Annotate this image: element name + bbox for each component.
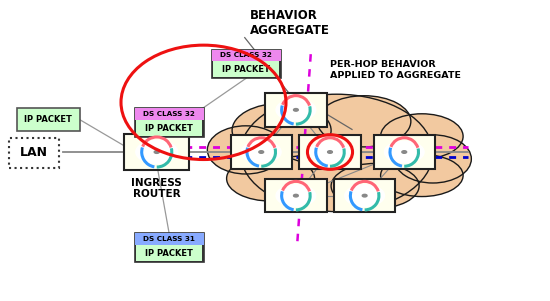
Bar	[373, 135, 435, 169]
Circle shape	[345, 185, 384, 206]
Ellipse shape	[317, 96, 411, 147]
Ellipse shape	[207, 126, 284, 174]
Text: DS CLASS 32: DS CLASS 32	[143, 111, 195, 117]
Bar	[9, 138, 59, 168]
Circle shape	[136, 141, 178, 163]
Bar	[213, 61, 279, 77]
Ellipse shape	[232, 103, 331, 157]
Bar	[212, 50, 280, 78]
Text: LAN: LAN	[20, 146, 48, 160]
Ellipse shape	[331, 163, 419, 209]
Circle shape	[276, 99, 316, 121]
Text: IP PACKET: IP PACKET	[222, 65, 270, 74]
Circle shape	[384, 141, 424, 163]
Text: DS CLASS 32: DS CLASS 32	[220, 52, 272, 58]
Bar	[135, 233, 204, 245]
Bar	[135, 108, 204, 120]
Ellipse shape	[381, 114, 463, 159]
Text: IP PACKET: IP PACKET	[145, 249, 193, 258]
Text: IP PACKET: IP PACKET	[145, 124, 193, 133]
Ellipse shape	[227, 156, 315, 201]
Circle shape	[294, 194, 298, 197]
Ellipse shape	[394, 135, 471, 183]
Circle shape	[402, 151, 406, 153]
Bar	[334, 179, 395, 213]
Circle shape	[241, 141, 281, 163]
Text: INGRESS
ROUTER: INGRESS ROUTER	[131, 178, 182, 199]
Bar	[265, 93, 327, 127]
Bar	[16, 108, 80, 131]
Ellipse shape	[240, 94, 433, 212]
Circle shape	[259, 151, 263, 153]
Bar	[230, 135, 292, 169]
Bar	[124, 134, 189, 170]
Bar	[135, 108, 204, 137]
Bar	[265, 179, 327, 213]
Text: BEHAVIOR
AGGREGATE: BEHAVIOR AGGREGATE	[250, 9, 330, 37]
Circle shape	[294, 109, 298, 111]
Bar	[212, 50, 280, 61]
Circle shape	[276, 185, 316, 206]
Bar	[136, 120, 202, 136]
Text: PER-HOP BEHAVIOR
APPLIED TO AGGREGATE: PER-HOP BEHAVIOR APPLIED TO AGGREGATE	[330, 60, 461, 80]
Circle shape	[310, 141, 350, 163]
Text: IP PACKET: IP PACKET	[24, 115, 72, 124]
Bar	[135, 233, 204, 262]
Circle shape	[362, 194, 367, 197]
Circle shape	[328, 151, 332, 153]
Bar	[136, 245, 202, 261]
Bar	[299, 135, 361, 169]
Circle shape	[154, 150, 160, 154]
Text: DS CLASS 31: DS CLASS 31	[143, 236, 195, 242]
Ellipse shape	[381, 154, 463, 197]
